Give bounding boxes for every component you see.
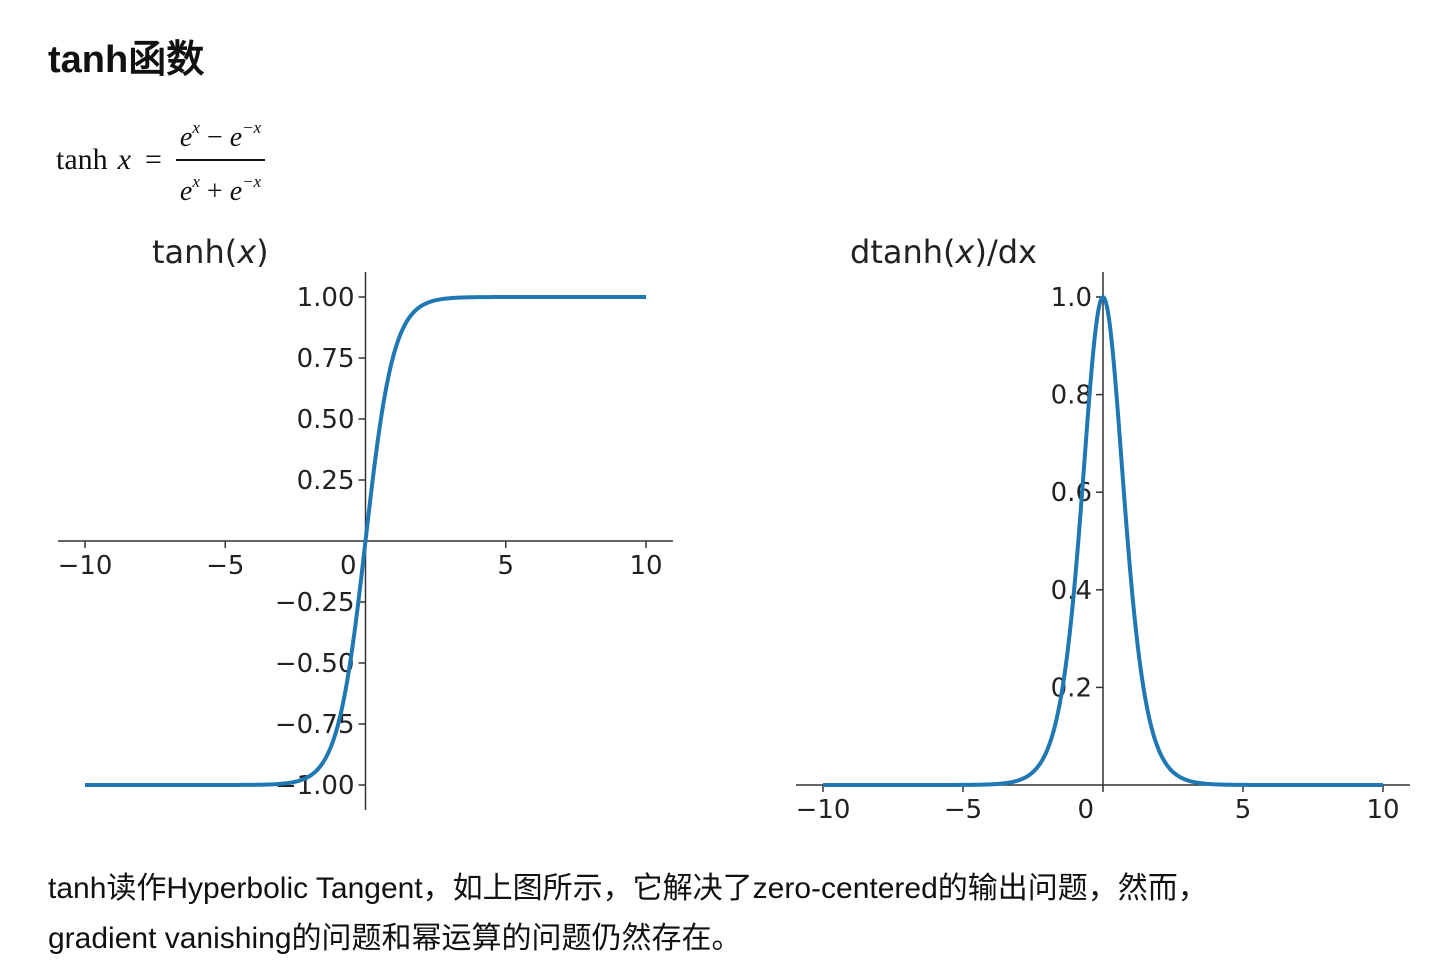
formula-lhs: tanh x xyxy=(56,143,131,177)
dtanh-chart: dtanh(x)/dx −10 −5 0 5 10 0.2 0.4 0.6 0.8 1.0 xyxy=(780,225,1420,825)
x-tick-label: 10 xyxy=(629,551,662,581)
y-tick-label: 1.00 xyxy=(297,283,355,313)
paragraph-line-1: tanh读作Hyperbolic Tangent，如上图所示，它解决了zero-… xyxy=(48,872,1208,905)
tanh-chart-svg: tanh(x)−10 −5 0 5 10−1.00−0.75−0.50−0.250.25… xyxy=(58,233,673,810)
series-line xyxy=(84,295,647,787)
x-tick-label: −10 xyxy=(58,551,113,581)
x-tick-label: −5 xyxy=(206,551,244,581)
tanh-chart: tanh(x) −10 −5 0 5 10 −1.00 −0.75 −0.50 −0.25 0.25… xyxy=(40,225,680,825)
y-tick-label: 0.6 xyxy=(1051,478,1092,508)
formula-denominator: ex + e−x xyxy=(176,163,265,211)
numerator-term-a: e xyxy=(179,122,193,153)
x-tick-label: 5 xyxy=(1235,795,1252,825)
x-tick-label: 0 xyxy=(1077,795,1094,825)
fraction-bar xyxy=(175,159,266,161)
chart-title: dtanh(x)/dx xyxy=(850,233,1037,271)
y-tick-label: −1.00 xyxy=(275,771,355,801)
denominator-term-b: e xyxy=(229,176,243,207)
x-tick-label: −10 xyxy=(796,795,851,825)
formula-equals: = xyxy=(144,143,162,176)
formula-variable: x xyxy=(117,143,131,176)
denominator-exp-a: x xyxy=(192,172,200,191)
numerator-exp-a: x xyxy=(192,118,200,137)
numerator-operator: − xyxy=(199,122,230,153)
formula-numerator: ex − e−x xyxy=(176,109,265,157)
numerator-term-b: e xyxy=(229,122,243,153)
y-tick-label: 0.2 xyxy=(1051,673,1092,703)
y-tick-label: 1.0 xyxy=(1051,283,1092,313)
x-tick-label: 0 xyxy=(340,551,357,581)
y-tick-label: −0.50 xyxy=(275,649,355,679)
y-tick-label: 0.75 xyxy=(297,344,355,374)
formula-fraction: ex − e−x ex + e−x xyxy=(175,109,266,211)
chart-title: tanh(x) xyxy=(152,233,269,271)
paragraph-line-2: gradient vanishing的问题和幂运算的问题仍然存在。 xyxy=(48,922,742,955)
series-line xyxy=(822,295,1384,787)
x-tick-label: 10 xyxy=(1366,795,1399,825)
description-paragraph: tanh读作Hyperbolic Tangent，如上图所示，它解决了zero-… xyxy=(48,864,1408,964)
numerator-exp-b: −x xyxy=(242,118,262,137)
formula-function-name: tanh xyxy=(56,143,108,176)
denominator-operator: + xyxy=(199,176,230,207)
section-heading: tanh函数 xyxy=(48,39,205,81)
y-tick-label: −0.25 xyxy=(275,588,355,618)
dtanh-chart-svg: dtanh(x)/dx−10 −5 0 5 100.20.40.60.81.0 xyxy=(796,233,1410,825)
y-tick-label: 0.50 xyxy=(297,405,355,435)
x-tick-label: −5 xyxy=(944,795,982,825)
y-tick-label: 0.25 xyxy=(297,466,355,496)
denominator-exp-b: −x xyxy=(242,172,262,191)
x-tick-label: 5 xyxy=(497,551,514,581)
y-tick-label: 0.8 xyxy=(1051,381,1092,411)
denominator-term-a: e xyxy=(179,176,193,207)
tanh-formula: tanh x = ex − e−x ex + e−x xyxy=(56,118,266,207)
